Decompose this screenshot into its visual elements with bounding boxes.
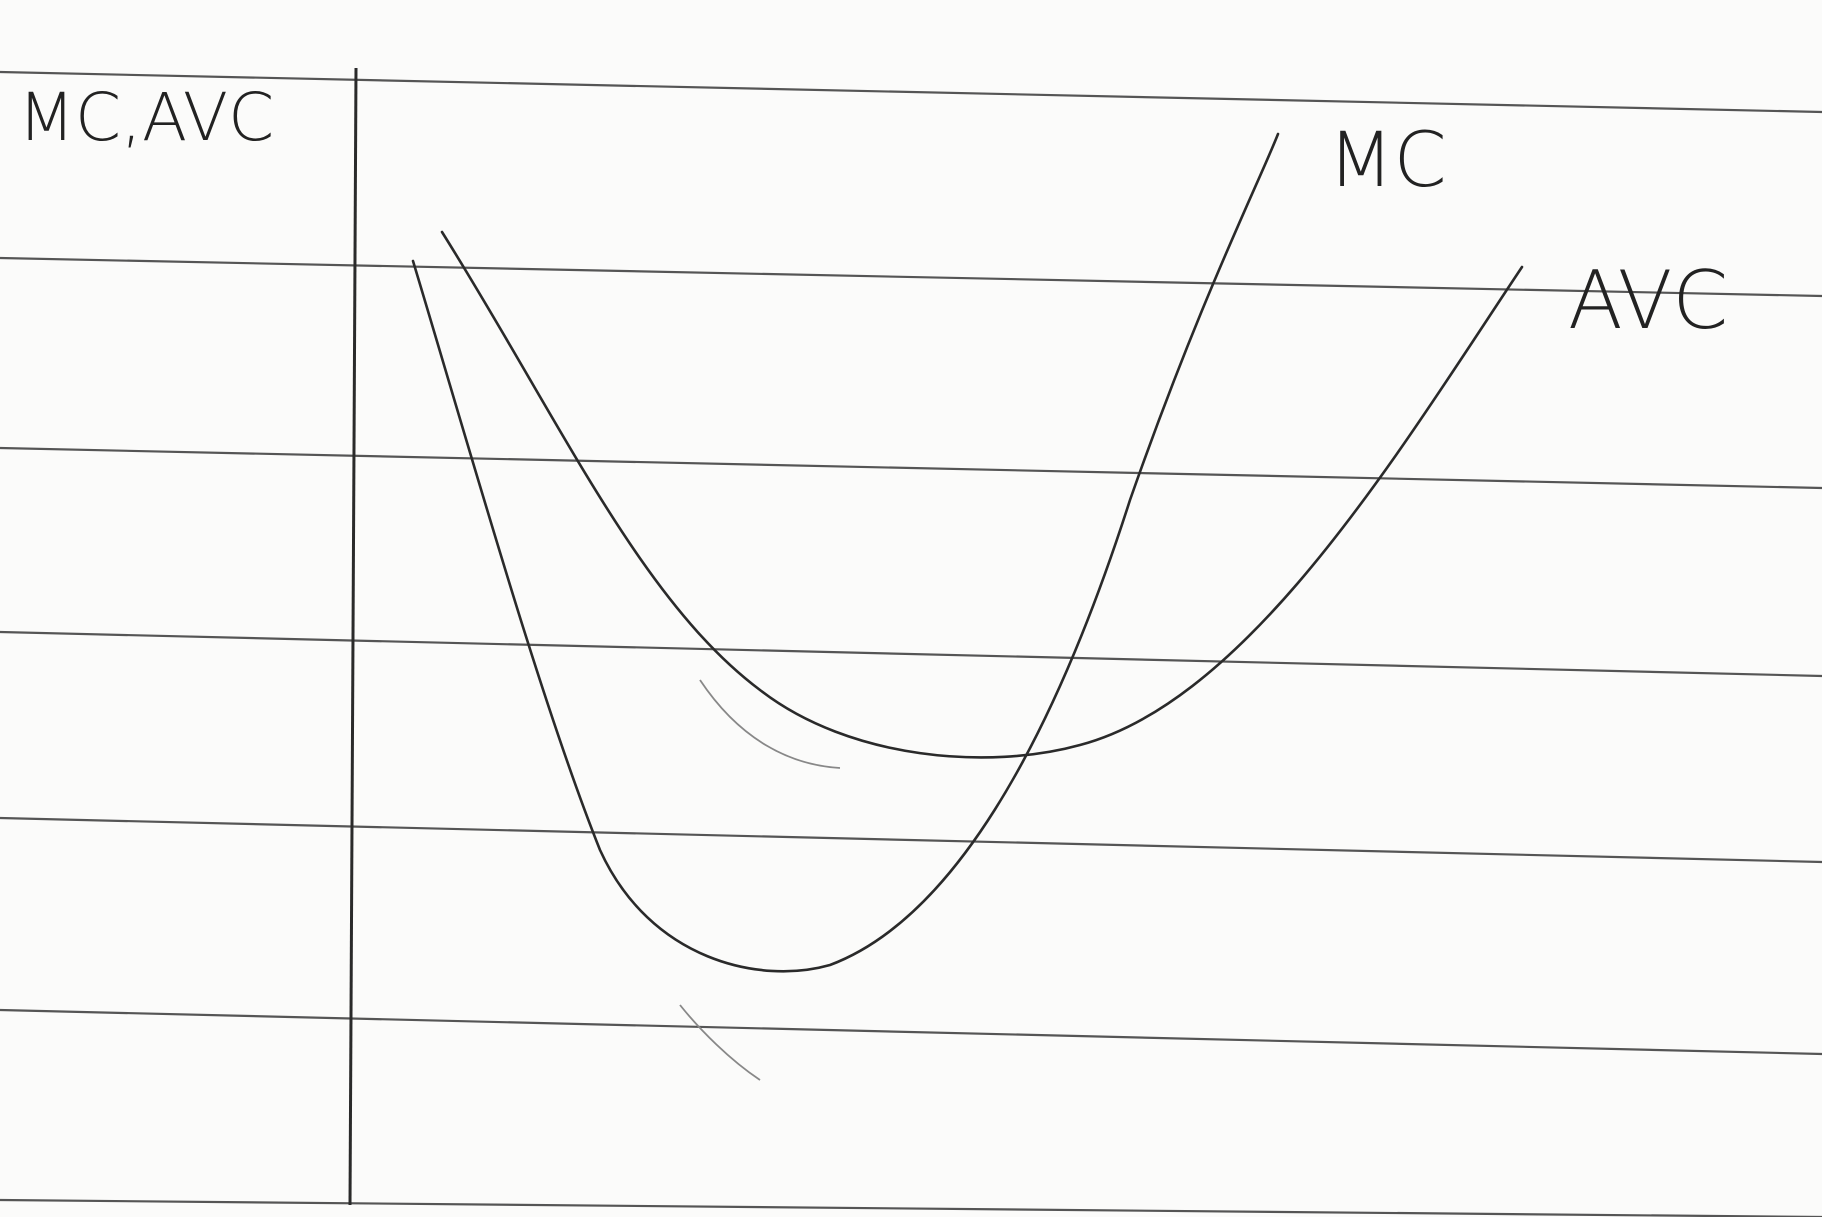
curve-label: MC (1328, 115, 1447, 204)
axis-label: MC,AVC (18, 79, 274, 156)
sketch: MC,AVC MC AVC (0, 0, 1822, 1217)
paper (0, 0, 1822, 1217)
curve-label: AVC (1568, 254, 1728, 347)
page: MC,AVC MC AVC (() => { const data = JSON… (0, 0, 1822, 1217)
